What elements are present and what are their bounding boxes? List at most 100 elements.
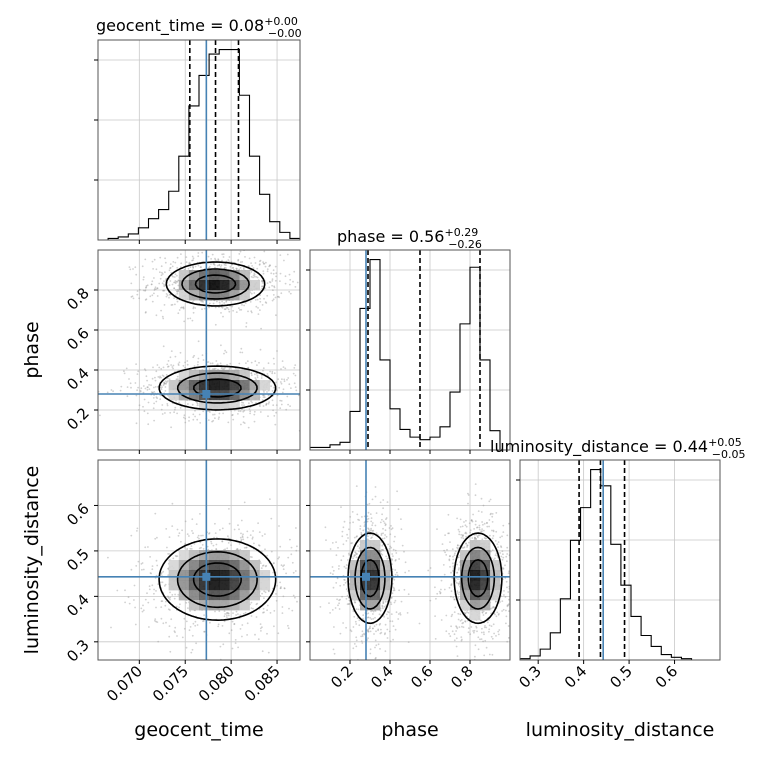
sample-point	[374, 610, 377, 612]
sample-point	[366, 663, 368, 665]
sample-point	[470, 519, 473, 522]
sample-point	[144, 299, 147, 301]
sample-point	[486, 525, 489, 528]
sample-point	[227, 542, 230, 544]
sample-point	[367, 535, 369, 538]
sample-point	[239, 250, 242, 253]
sample-point	[357, 545, 359, 548]
sample-point	[208, 266, 210, 269]
sample-point	[182, 306, 185, 309]
sample-point	[381, 548, 384, 551]
sample-point	[380, 534, 383, 536]
sample-point	[435, 597, 437, 600]
sample-point	[354, 620, 357, 623]
sample-point	[137, 560, 140, 563]
density-cell	[229, 390, 240, 401]
sample-point	[196, 404, 199, 407]
sample-point	[506, 553, 509, 555]
sample-point	[463, 521, 465, 523]
sample-point	[393, 601, 396, 604]
sample-point	[150, 391, 153, 394]
sample-point	[80, 276, 82, 278]
sample-point	[235, 311, 238, 313]
sample-point	[315, 285, 317, 287]
sample-point	[385, 517, 388, 519]
sample-point	[107, 556, 109, 559]
sample-point	[140, 607, 143, 610]
sample-point	[505, 580, 508, 583]
sample-point	[169, 609, 171, 611]
sample-point	[452, 558, 455, 561]
sample-point	[491, 529, 493, 532]
sample-point	[271, 372, 274, 375]
sample-point	[159, 271, 161, 274]
sample-point	[476, 630, 478, 633]
density-cell	[470, 540, 481, 551]
sample-point	[170, 364, 173, 366]
sample-point	[230, 629, 233, 632]
sample-point	[280, 403, 283, 406]
sample-point	[163, 585, 166, 587]
sample-point	[245, 362, 247, 364]
sample-point	[269, 498, 271, 500]
sample-point	[263, 597, 265, 599]
sample-point	[371, 498, 374, 501]
sample-point	[475, 533, 478, 536]
sample-point	[259, 309, 261, 311]
tick-label-luminosity-distance: 0.5	[606, 662, 636, 692]
sample-point	[266, 294, 269, 297]
sample-point	[355, 485, 358, 487]
sample-point	[269, 264, 271, 267]
sample-point	[346, 533, 348, 536]
sample-point	[165, 600, 167, 603]
sample-point	[223, 308, 226, 311]
sample-point	[392, 589, 395, 592]
sample-point	[241, 536, 244, 539]
sample-point	[464, 531, 467, 534]
sample-point	[154, 286, 157, 289]
sample-point	[349, 516, 352, 518]
sample-point	[453, 554, 456, 557]
sample-point	[492, 623, 495, 626]
sample-point	[494, 613, 496, 616]
sample-point	[151, 377, 154, 380]
sample-point	[277, 632, 280, 635]
sample-point	[377, 643, 380, 646]
sample-point	[503, 594, 505, 596]
sample-point	[508, 598, 510, 601]
sample-point	[394, 535, 396, 538]
sample-point	[382, 507, 384, 510]
sample-point	[357, 518, 359, 521]
sample-point	[372, 613, 374, 615]
sample-point	[176, 555, 179, 557]
density-cell	[239, 390, 250, 401]
sample-point	[126, 386, 129, 388]
sample-point	[455, 577, 457, 580]
sample-point	[353, 615, 356, 618]
tick-label-phase: 0.6	[407, 662, 437, 692]
sample-point	[371, 522, 374, 524]
sample-point	[169, 293, 171, 296]
density-cell	[239, 280, 250, 291]
sample-point	[253, 413, 256, 416]
sample-point	[138, 288, 141, 291]
sample-point	[167, 567, 170, 570]
sample-point	[215, 360, 218, 362]
sample-point	[234, 639, 237, 641]
sample-point	[305, 558, 307, 560]
sample-point	[455, 645, 458, 648]
sample-point	[232, 612, 234, 614]
sample-point	[214, 306, 217, 309]
frame	[519, 459, 721, 661]
sample-point	[306, 387, 308, 389]
sample-point	[221, 306, 224, 309]
sample-point	[262, 394, 265, 397]
sample-point	[429, 599, 432, 602]
sample-point	[460, 536, 463, 539]
sample-point	[279, 587, 282, 589]
sample-point	[258, 260, 261, 263]
sample-point	[270, 385, 272, 387]
sample-point	[258, 361, 260, 364]
sample-point	[408, 570, 410, 572]
sample-point	[254, 377, 257, 379]
